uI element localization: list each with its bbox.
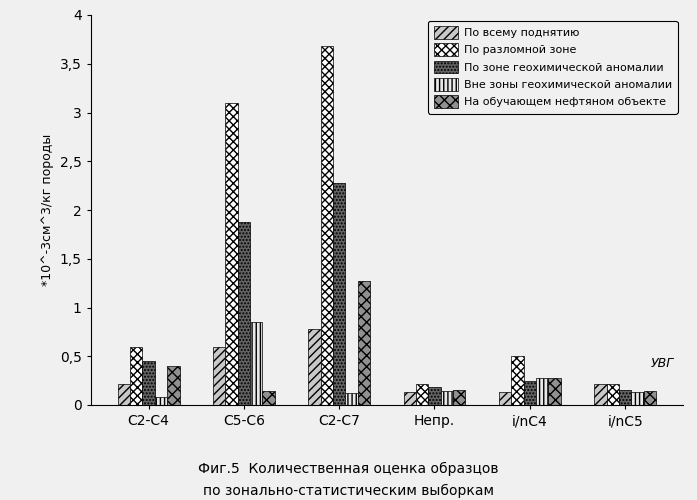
- Bar: [250, 322, 263, 405]
- Bar: [428, 388, 441, 405]
- Text: УВГ: УВГ: [651, 357, 674, 370]
- Bar: [308, 329, 321, 405]
- Bar: [511, 356, 523, 405]
- Bar: [536, 378, 549, 405]
- Bar: [453, 390, 466, 405]
- Bar: [130, 346, 142, 405]
- Bar: [118, 384, 130, 405]
- Bar: [225, 103, 238, 405]
- Bar: [238, 222, 250, 405]
- Bar: [499, 392, 511, 405]
- Bar: [167, 366, 180, 405]
- Bar: [213, 346, 225, 405]
- Bar: [404, 392, 416, 405]
- Bar: [644, 392, 656, 405]
- Bar: [631, 392, 644, 405]
- Bar: [441, 392, 453, 405]
- Text: Фиг.5  Количественная оценка образцов: Фиг.5 Количественная оценка образцов: [198, 462, 499, 475]
- Text: по зонально-статистическим выборкам: по зонально-статистическим выборкам: [203, 484, 494, 498]
- Bar: [594, 384, 606, 405]
- Bar: [416, 384, 428, 405]
- Bar: [155, 397, 167, 405]
- Bar: [333, 182, 346, 405]
- Bar: [142, 361, 155, 405]
- Bar: [523, 380, 536, 405]
- Bar: [619, 390, 631, 405]
- Bar: [358, 281, 370, 405]
- Bar: [321, 46, 333, 405]
- Legend: По всему поднятию, По разломной зоне, По зоне геохимической аномалии, Вне зоны г: По всему поднятию, По разломной зоне, По…: [428, 20, 677, 114]
- Bar: [346, 394, 358, 405]
- Bar: [549, 378, 561, 405]
- Bar: [263, 392, 275, 405]
- Y-axis label: *10^-3см^3/кг породы: *10^-3см^3/кг породы: [41, 134, 54, 286]
- Bar: [606, 384, 619, 405]
